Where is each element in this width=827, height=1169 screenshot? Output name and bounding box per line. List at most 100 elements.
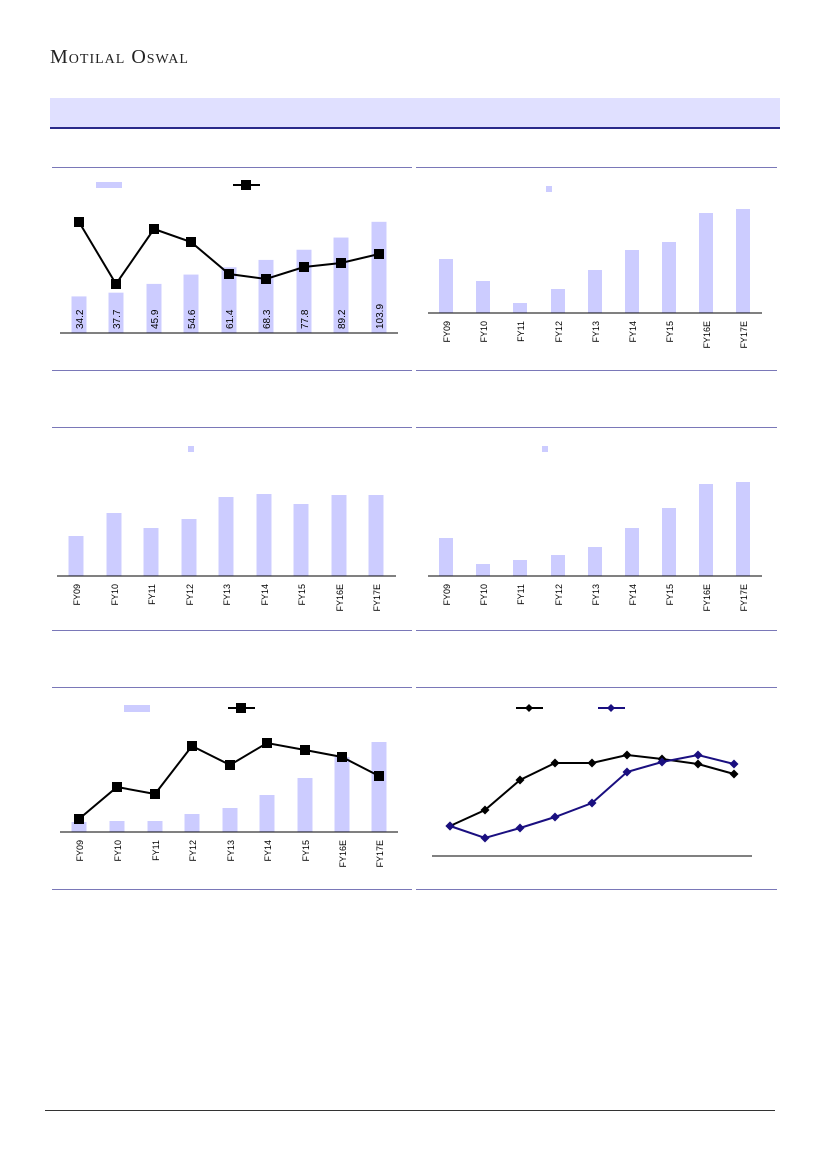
bar: [551, 555, 565, 576]
category-label: FY16E: [338, 840, 348, 868]
category-label: FY13: [226, 840, 236, 862]
category-label: FY12: [554, 321, 564, 343]
category-label: FY15: [665, 584, 675, 606]
bar: [71, 296, 87, 333]
footer-divider: [45, 1110, 775, 1111]
divider: [416, 427, 777, 428]
divider: [416, 630, 777, 631]
category-label: FY17E: [375, 840, 385, 868]
legend-swatch: [542, 446, 548, 452]
bar: [334, 757, 350, 832]
data-point: [300, 745, 310, 755]
legend-marker: [236, 703, 246, 713]
category-label: FY11: [151, 840, 161, 861]
bar: [143, 528, 159, 576]
bar: [184, 814, 200, 832]
bar: [736, 482, 750, 576]
category-label: FY14: [260, 584, 270, 606]
category-label: FY14: [263, 840, 273, 862]
bar: [221, 267, 237, 333]
category-label: FY09: [75, 840, 85, 862]
bar: [218, 497, 234, 576]
legend-swatch: [124, 705, 150, 712]
bar: [147, 821, 163, 832]
data-point: [515, 823, 525, 833]
divider: [52, 889, 412, 890]
divider: [416, 889, 777, 890]
category-label: FY11: [147, 584, 157, 605]
bar-data-label: 54.6: [187, 309, 198, 329]
category-label: FY10: [479, 584, 489, 606]
category-label: FY11: [516, 321, 526, 342]
category-label: FY13: [591, 584, 601, 606]
data-point: [337, 752, 347, 762]
bar: [259, 795, 275, 832]
data-point: [261, 274, 271, 284]
category-label: FY10: [479, 321, 489, 343]
bar: [588, 547, 602, 576]
bar: [439, 538, 453, 576]
data-point: [374, 771, 384, 781]
bar-data-label: 45.9: [150, 309, 161, 329]
data-point: [111, 279, 121, 289]
data-point: [729, 769, 739, 779]
data-point: [622, 750, 632, 760]
data-point: [550, 812, 560, 822]
bar: [699, 213, 713, 313]
category-label: FY12: [554, 584, 564, 606]
bar-data-label: 34.2: [75, 309, 86, 329]
legend-swatch: [188, 446, 194, 452]
bar: [551, 289, 565, 313]
data-point: [550, 758, 560, 768]
data-point: [186, 237, 196, 247]
data-point: [224, 269, 234, 279]
data-point: [74, 814, 84, 824]
divider: [52, 427, 412, 428]
category-label: FY17E: [739, 321, 749, 349]
section-header-band: [50, 98, 780, 129]
legend-marker: [241, 180, 251, 190]
data-point: [480, 833, 490, 843]
data-point: [262, 738, 272, 748]
data-point: [480, 805, 490, 815]
bar: [439, 259, 453, 313]
bar-data-label: 37.7: [112, 309, 123, 329]
data-point: [374, 249, 384, 259]
data-point: [587, 798, 597, 808]
bar: [588, 270, 602, 313]
legend-marker: [525, 704, 533, 712]
bar: [331, 495, 347, 576]
data-point: [149, 224, 159, 234]
bar: [513, 560, 527, 576]
data-point: [112, 782, 122, 792]
category-label: FY13: [591, 321, 601, 343]
bar: [368, 495, 384, 576]
category-label: FY17E: [372, 584, 382, 612]
divider: [52, 370, 412, 371]
legend-marker: [607, 704, 615, 712]
divider: [52, 630, 412, 631]
divider: [52, 167, 412, 168]
bar: [146, 283, 162, 333]
divider: [416, 167, 777, 168]
data-point: [622, 767, 632, 777]
bar: [625, 528, 639, 576]
legend-swatch: [546, 186, 552, 192]
data-point: [299, 262, 309, 272]
category-label: FY13: [222, 584, 232, 606]
bar: [662, 508, 676, 576]
bar-data-label: 89.2: [337, 309, 348, 329]
bar: [297, 778, 313, 832]
bar: [106, 513, 122, 576]
data-point: [336, 258, 346, 268]
data-point: [515, 775, 525, 785]
category-label: FY12: [188, 840, 198, 862]
bar: [699, 484, 713, 576]
category-label: FY09: [442, 321, 452, 343]
category-label: FY10: [110, 584, 120, 606]
data-point: [693, 750, 703, 760]
bar: [183, 274, 199, 333]
data-point: [445, 821, 455, 831]
divider: [52, 687, 412, 688]
